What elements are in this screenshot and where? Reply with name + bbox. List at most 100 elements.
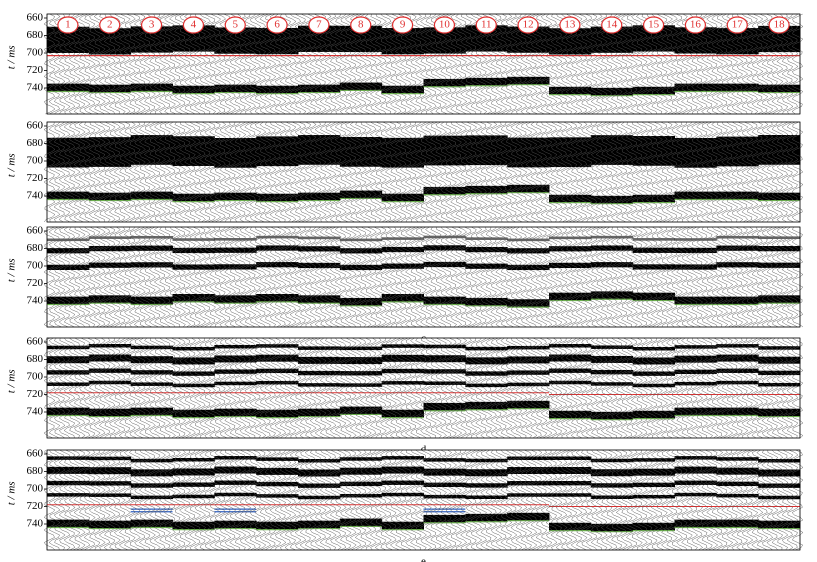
wiggle-trace — [314, 337, 327, 439]
wiggle-trace — [630, 13, 643, 115]
reflection-event — [214, 192, 257, 201]
wiggle-trace — [485, 121, 498, 223]
wiggle-trace — [500, 449, 513, 550]
wiggle-trace — [420, 337, 432, 439]
wiggle-trace — [93, 121, 106, 223]
wiggle-trace — [530, 337, 543, 439]
wiggle-trace — [505, 337, 518, 439]
reflection-event — [256, 85, 299, 94]
wiggle-trace — [630, 337, 643, 439]
wiggle-trace — [390, 121, 402, 223]
reflection-event — [172, 521, 215, 530]
reflection-event — [381, 521, 424, 530]
seismic-panel — [43, 121, 804, 223]
reflection-band — [758, 382, 801, 387]
wiggle-trace — [179, 337, 191, 439]
wiggle-trace — [711, 121, 724, 223]
reflection-band — [507, 238, 550, 242]
wiggle-trace — [781, 13, 794, 115]
wiggle-trace — [580, 121, 593, 223]
reflection-event — [88, 408, 132, 417]
wiggle-trace — [520, 121, 533, 223]
wiggle-trace — [274, 226, 287, 328]
wiggle-trace — [515, 226, 528, 328]
reflection-event — [47, 83, 90, 92]
reflection-band — [549, 344, 592, 348]
wiggle-trace — [500, 13, 513, 115]
wiggle-trace — [384, 13, 397, 115]
wiggle-trace — [63, 449, 76, 551]
reflection-band — [590, 262, 634, 268]
wiggle-trace — [344, 226, 357, 328]
wiggle-trace — [369, 121, 382, 223]
reflection-band — [256, 354, 299, 362]
wiggle-trace — [600, 121, 613, 223]
reflection-band — [465, 346, 508, 351]
wiggle-trace — [239, 449, 252, 551]
wiggle-trace — [374, 121, 387, 223]
wiggle-trace — [525, 226, 538, 328]
wiggle-trace — [746, 13, 759, 115]
wiggle-trace — [746, 121, 759, 223]
wiggle-trace — [791, 13, 804, 115]
wiggle-trace — [751, 13, 764, 115]
wiggle-trace — [656, 13, 668, 115]
wiggle-trace — [219, 337, 232, 439]
wiggle-trace — [209, 449, 222, 551]
wiggle-trace — [696, 121, 708, 223]
wiggle-trace — [279, 121, 292, 223]
wiggle-trace — [470, 449, 483, 551]
wiggle-trace — [78, 449, 91, 551]
reflection-band — [130, 469, 173, 477]
wiggle-trace — [776, 337, 789, 439]
wiggle-trace — [420, 449, 432, 551]
reflection-band — [590, 382, 634, 386]
wiggle-trace — [390, 226, 402, 328]
wiggle-trace — [565, 337, 578, 439]
wiggle-trace — [249, 449, 262, 551]
wiggle-trace — [781, 226, 794, 328]
wiggle-trace — [289, 121, 302, 223]
wiggle-trace — [118, 337, 131, 439]
reflection-band — [298, 236, 341, 240]
y-axis-label: t / ms — [6, 369, 18, 393]
reflection-band — [298, 483, 341, 488]
wiggle-trace — [630, 226, 643, 328]
reflection-band — [507, 264, 550, 271]
wiggle-trace — [470, 337, 483, 439]
wiggle-trace — [369, 337, 382, 439]
wiggle-trace — [540, 226, 553, 328]
wiggle-trace — [369, 13, 382, 115]
wiggle-trace — [756, 121, 769, 223]
wiggle-trace — [540, 121, 553, 223]
wiggle-trace — [259, 337, 272, 439]
wiggle-trace — [756, 337, 769, 439]
wiggle-trace — [159, 449, 171, 551]
reflection-band — [381, 354, 424, 362]
wiggle-trace — [626, 449, 638, 551]
y-tick-label: 680 — [27, 465, 44, 477]
wiggle-trace — [610, 121, 623, 223]
wiggle-trace — [254, 226, 267, 328]
wiggle-trace — [400, 337, 412, 439]
wiggle-trace — [450, 449, 463, 551]
wiggle-trace — [661, 226, 673, 328]
wiggle-trace — [786, 121, 799, 223]
reflection-event — [298, 192, 341, 201]
wiggle-trace — [164, 337, 176, 439]
reflection-event — [465, 297, 508, 306]
wiggle-trace — [681, 121, 693, 223]
wiggle-trace — [83, 121, 96, 223]
wiggle-trace — [78, 121, 91, 223]
reflection-band — [130, 382, 173, 386]
wiggle-trace — [651, 121, 663, 223]
reflection-band — [549, 354, 592, 362]
wiggle-trace — [440, 449, 452, 551]
wiggle-trace — [706, 226, 719, 328]
y-tick-label: 740 — [27, 295, 44, 307]
reflection-band — [130, 262, 173, 268]
reflection-event — [590, 87, 634, 96]
wiggle-trace — [716, 121, 729, 223]
reflection-band — [172, 238, 215, 241]
wiggle-trace — [475, 449, 488, 551]
